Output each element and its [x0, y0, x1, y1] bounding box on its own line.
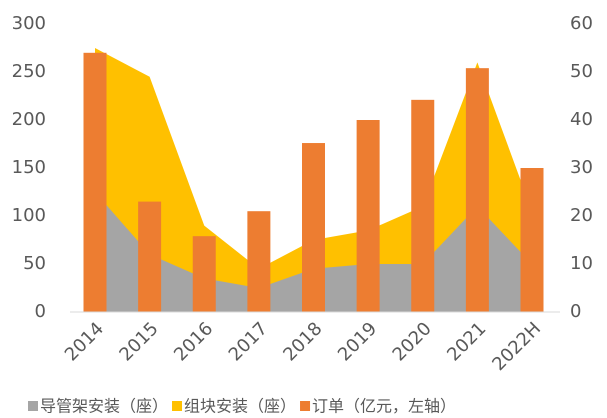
bar — [83, 52, 107, 313]
x-tick-label: 2015 — [115, 318, 162, 365]
y2-tick-label: 30 — [570, 157, 593, 178]
x-tick-label: 2016 — [170, 318, 217, 365]
x-tick-label: 2019 — [334, 318, 381, 365]
y2-tick-label: 0 — [570, 301, 581, 322]
y2-tick-label: 50 — [570, 61, 593, 82]
y-tick-label: 300 — [12, 13, 46, 34]
x-tick-label: 2014 — [61, 318, 108, 365]
bar — [356, 120, 380, 312]
y-tick-label: 150 — [12, 157, 46, 178]
bar — [465, 68, 489, 312]
y-tick-label: 0 — [35, 301, 46, 322]
bar — [520, 168, 544, 312]
bar — [247, 211, 271, 312]
y-tick-label: 50 — [23, 253, 46, 274]
x-tick-label: 2022H — [488, 318, 545, 375]
bar — [411, 99, 435, 312]
y2-tick-label: 10 — [570, 253, 593, 274]
legend-label: 导管架安装（座） — [40, 397, 168, 416]
bar — [192, 236, 216, 312]
x-tick-label: 2017 — [225, 318, 272, 365]
y2-tick-label: 20 — [570, 205, 593, 226]
y-tick-label: 200 — [12, 109, 46, 130]
legend-label: 订单（亿元，左轴） — [312, 397, 456, 416]
y-tick-label: 250 — [12, 61, 46, 82]
legend-swatch — [28, 401, 38, 411]
y2-tick-label: 60 — [570, 13, 593, 34]
bar — [138, 201, 162, 312]
x-tick-label: 2020 — [389, 318, 436, 365]
legend-swatch — [300, 401, 311, 411]
x-tick-label: 2021 — [443, 318, 490, 365]
y-tick-label: 100 — [12, 205, 46, 226]
x-tick-label: 2018 — [279, 318, 326, 365]
legend-swatch — [172, 401, 183, 411]
legend-label: 组块安装（座） — [184, 397, 296, 416]
y2-tick-label: 40 — [570, 109, 593, 130]
bar — [302, 143, 325, 312]
